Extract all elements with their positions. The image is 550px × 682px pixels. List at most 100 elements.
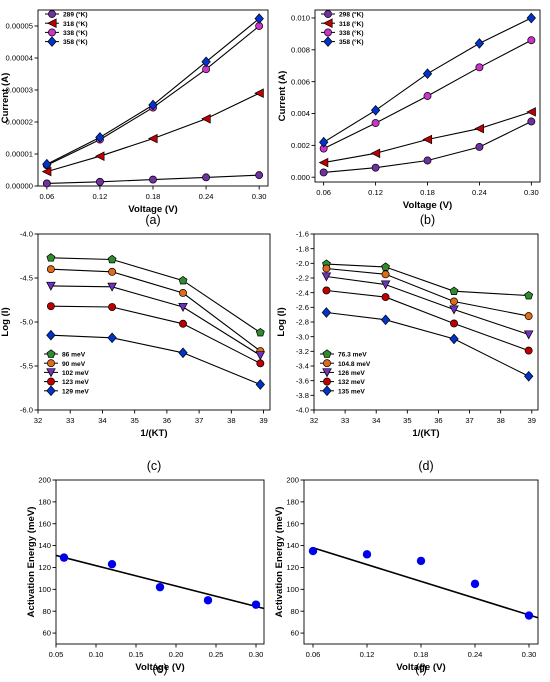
legend-entry: 338 (°K) xyxy=(45,28,88,37)
legend-label: 123 meV xyxy=(62,379,89,386)
legend-label: 338 (°K) xyxy=(339,29,364,37)
data-point xyxy=(251,600,261,609)
y-tick-label: 160 xyxy=(286,519,299,528)
series-3 xyxy=(42,13,264,170)
data-point xyxy=(527,36,536,45)
x-axis-label: Voltage (V) xyxy=(128,204,177,215)
data-point xyxy=(178,275,188,285)
x-tick-label: 0.12 xyxy=(360,650,375,659)
y-tick-label: -1.8 xyxy=(296,244,309,253)
x-tick-label: 39 xyxy=(259,416,267,425)
data-point xyxy=(155,582,165,592)
data-point xyxy=(321,272,332,282)
legend-entry: 358 (°K) xyxy=(321,36,364,47)
x-tick-label: 0.06 xyxy=(306,650,321,659)
legend-marker xyxy=(46,385,56,397)
data-point xyxy=(423,156,432,165)
legend-entry: 289 (°K) xyxy=(45,10,88,19)
x-tick-label: 36 xyxy=(163,416,171,425)
legend-label: 86 meV xyxy=(62,352,86,359)
data-point xyxy=(524,290,534,300)
data-point xyxy=(255,351,266,361)
data-point xyxy=(321,307,332,318)
y-tick-label: -1.6 xyxy=(296,230,309,239)
x-tick-label: 0.30 xyxy=(249,650,264,659)
series-2 xyxy=(319,36,536,153)
x-tick-label: 0.30 xyxy=(524,188,539,197)
y-tick-label: -2.8 xyxy=(296,318,309,327)
data-point xyxy=(42,158,52,170)
y-tick-label: -4.5 xyxy=(20,274,33,283)
y-axis-label: Activation Energy (meV) xyxy=(26,507,37,618)
x-tick-label: 0.10 xyxy=(89,650,104,659)
series-0 xyxy=(42,171,264,188)
y-tick-label: 0.010 xyxy=(291,14,310,23)
legend-marker xyxy=(323,359,331,368)
data-point xyxy=(371,119,380,128)
series-line xyxy=(50,268,261,352)
panel-caption: (e) xyxy=(152,662,167,676)
x-tick-label: 32 xyxy=(34,416,42,425)
x-tick-label: 0.20 xyxy=(169,650,184,659)
data-point xyxy=(474,38,485,49)
x-axis-label: Voltage (V) xyxy=(403,200,452,211)
y-tick-label: -3.4 xyxy=(296,362,309,371)
y-tick-label: 60 xyxy=(43,629,51,638)
x-tick-label: 0.24 xyxy=(472,188,487,197)
data-point xyxy=(46,302,55,311)
panel-caption: (c) xyxy=(147,459,162,473)
x-tick-label: 0.24 xyxy=(199,192,214,201)
data-point xyxy=(255,379,265,390)
data-point xyxy=(59,553,69,562)
data-point xyxy=(46,281,56,291)
y-tick-label: 200 xyxy=(286,476,299,485)
y-tick-label: -3.8 xyxy=(296,391,309,400)
legend-label: 104.8 meV xyxy=(338,361,371,368)
data-point xyxy=(423,92,432,100)
y-tick-label: -2.0 xyxy=(296,259,309,268)
x-tick-label: 0.30 xyxy=(252,192,267,201)
y-tick-label: -2.6 xyxy=(296,303,309,312)
x-tick-label: 34 xyxy=(372,416,380,425)
data-point xyxy=(380,314,391,326)
series-0 xyxy=(319,117,536,177)
legend-label: 298 (°K) xyxy=(339,11,364,19)
x-tick-label: 37 xyxy=(195,416,203,425)
panel-e: 0.05 0.10 0.15 0.20 0.25 0.30 60 80 100 120 140 160… xyxy=(26,476,265,676)
series-0 xyxy=(46,253,265,337)
legend-entry: 126 meV xyxy=(320,368,365,378)
y-tick-label: 140 xyxy=(38,541,51,550)
panel-caption: (b) xyxy=(420,213,435,227)
y-tick-label: -5.0 xyxy=(20,318,33,327)
data-point xyxy=(322,264,331,273)
legend-marker xyxy=(323,36,333,47)
legend-entry: 318 (°K) xyxy=(321,18,364,28)
legend-label: 358 (°K) xyxy=(63,38,88,46)
y-tick-label: -5.5 xyxy=(20,362,33,371)
y-tick-label: -4.0 xyxy=(20,230,33,239)
data-point xyxy=(255,327,265,337)
x-tick-label: 0.18 xyxy=(414,650,429,659)
data-point xyxy=(416,556,426,566)
y-tick-label: 0.00002 xyxy=(6,118,33,127)
legend-label: 358 (°K) xyxy=(339,38,364,46)
x-tick-label: 38 xyxy=(227,416,235,425)
data-point xyxy=(148,99,158,111)
legend-label: 102 meV xyxy=(62,370,89,377)
data-point xyxy=(318,157,329,168)
x-tick-label: 33 xyxy=(341,416,349,425)
legend-marker xyxy=(47,359,55,368)
data-point xyxy=(179,319,187,328)
legend-marker xyxy=(47,36,57,47)
legend-entry: 318 (°K) xyxy=(45,18,88,28)
legend-marker xyxy=(322,349,332,358)
x-tick-label: 0.18 xyxy=(146,192,161,201)
y-tick-label: 0.00003 xyxy=(6,86,33,95)
y-tick-label: 60 xyxy=(291,629,299,638)
data-point xyxy=(308,546,318,556)
y-tick-label: 80 xyxy=(291,607,299,616)
x-tick-label: 0.12 xyxy=(368,188,383,197)
data-point xyxy=(201,114,211,124)
data-point xyxy=(322,286,331,295)
series-line xyxy=(326,311,529,377)
